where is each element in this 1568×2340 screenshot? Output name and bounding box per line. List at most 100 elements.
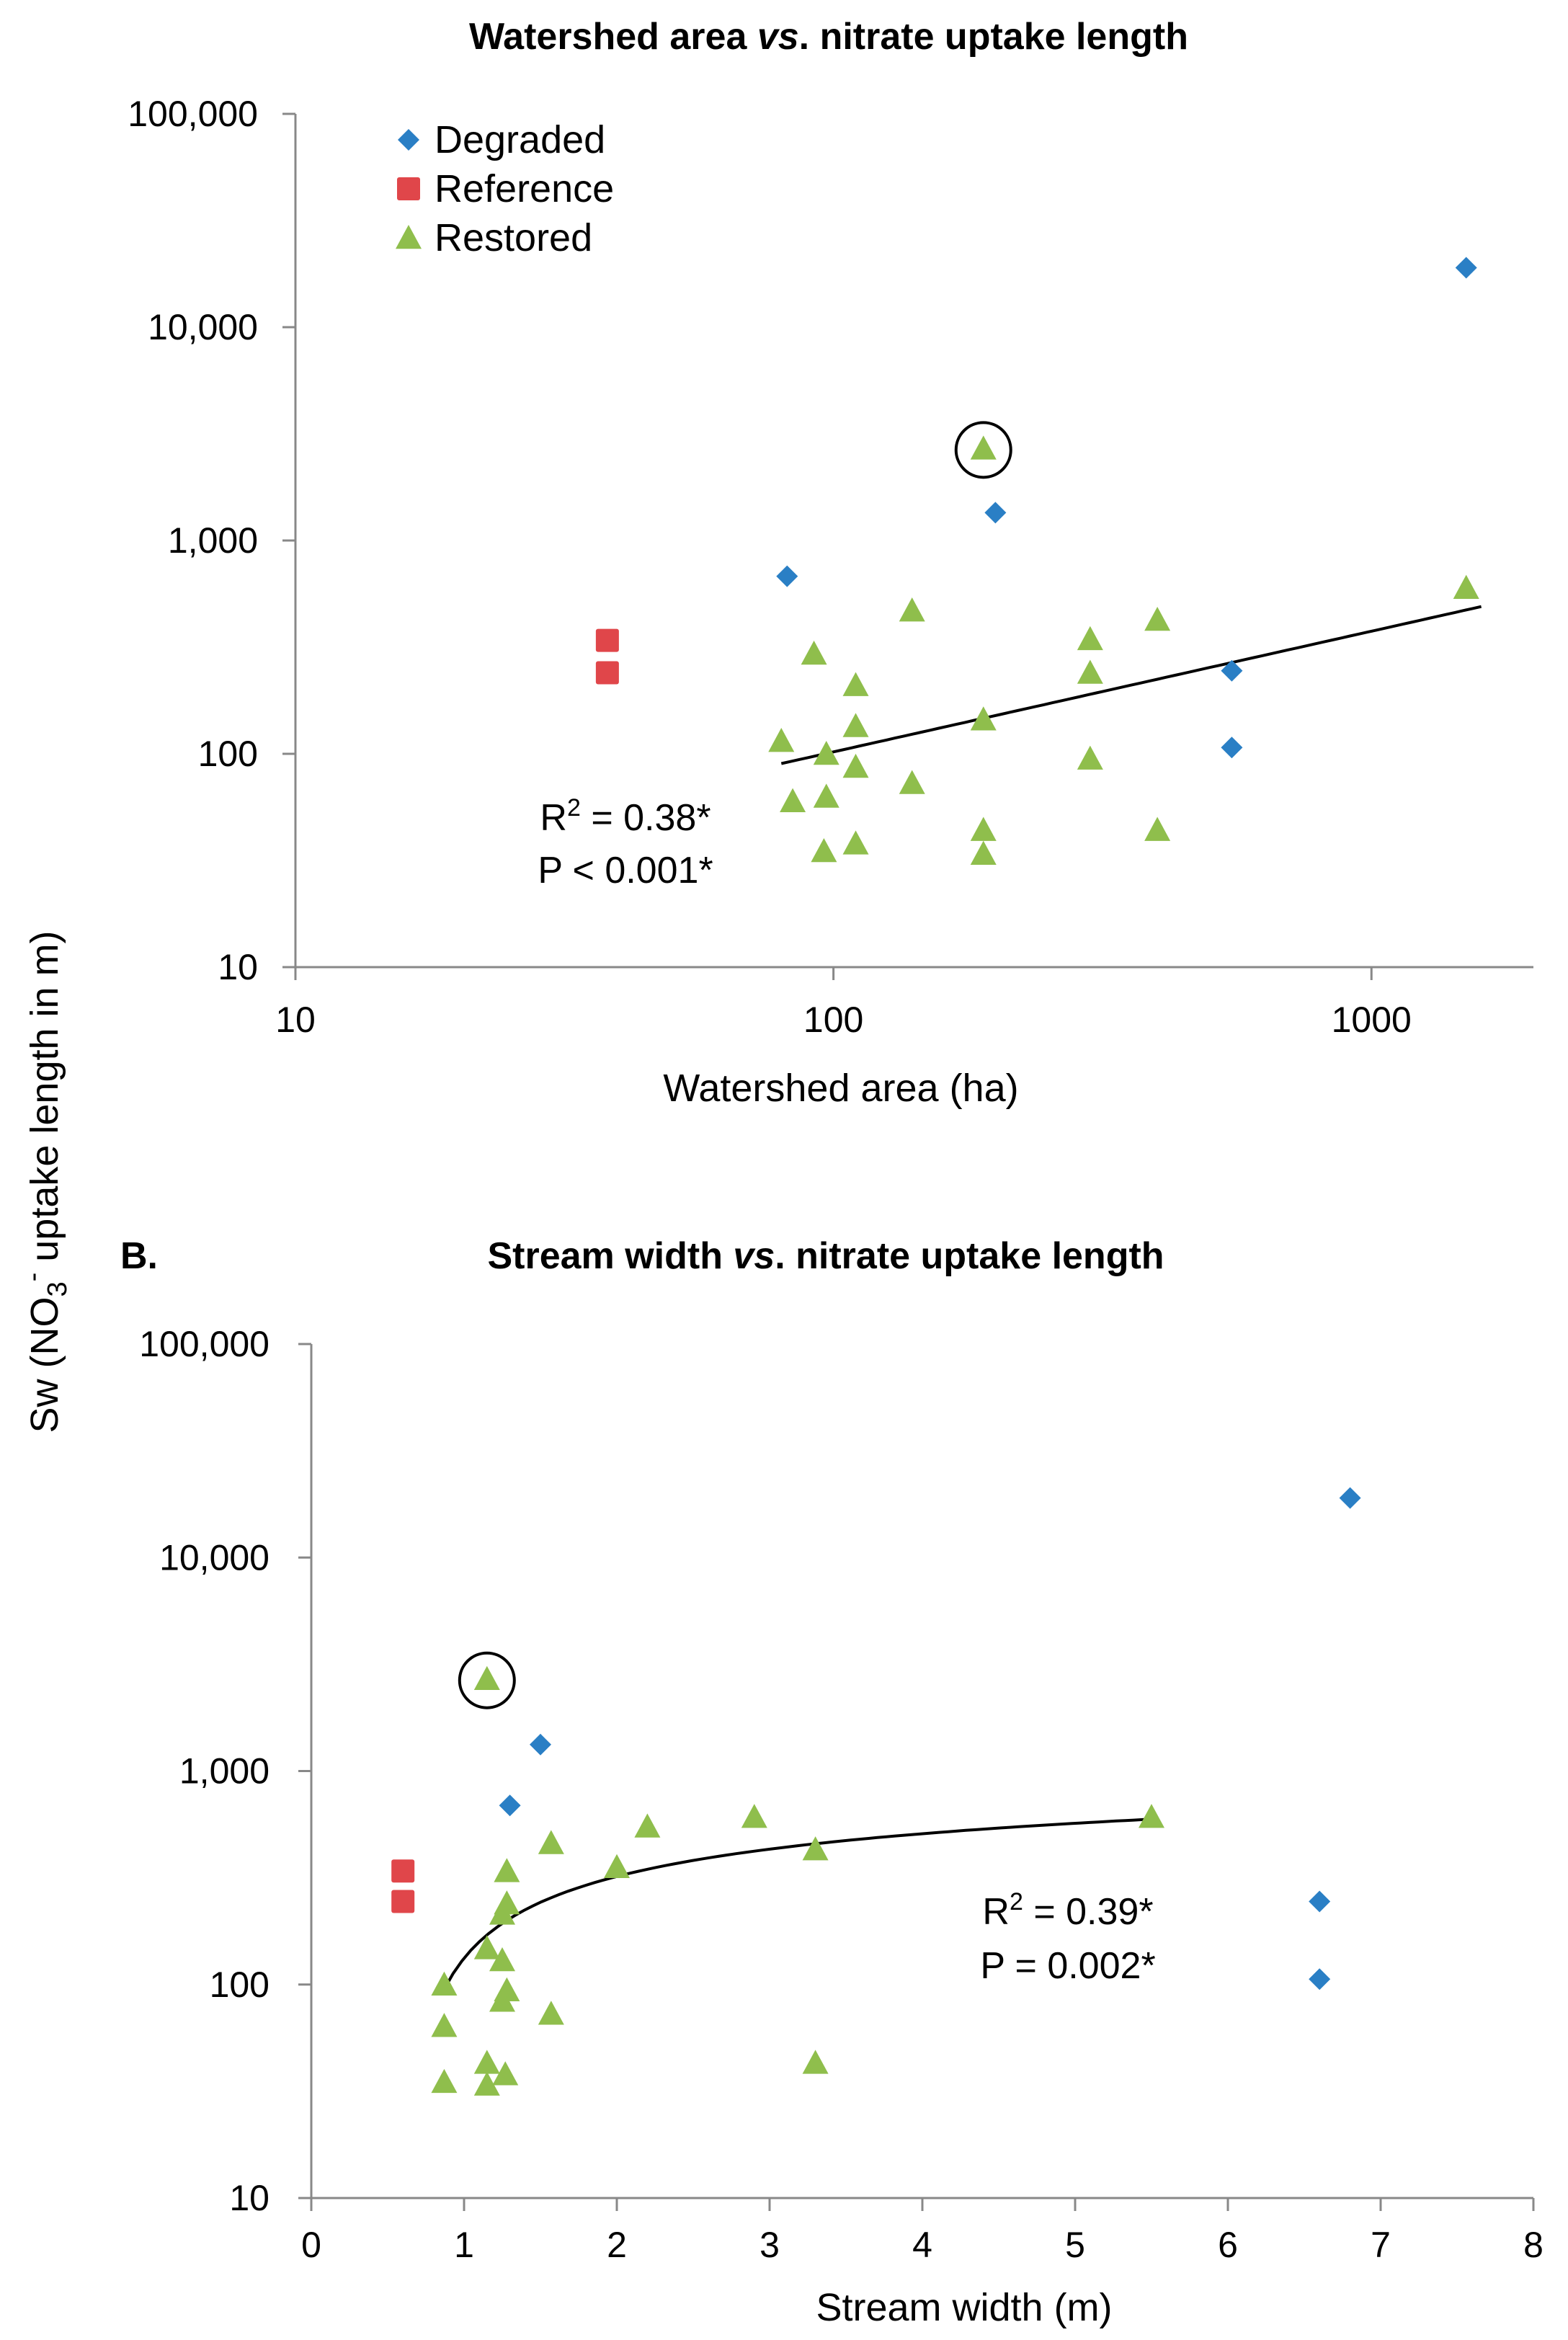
panel-a-x-tick-label: 100 [803, 1000, 863, 1040]
panel-a-y-tick-label: 10,000 [148, 307, 258, 347]
legend-marker-restored [396, 225, 422, 249]
panel-a-y-tick-label: 100,000 [128, 94, 258, 134]
panel-a-title-italic: vs [757, 16, 799, 58]
panel-a-restored-point [813, 783, 839, 808]
panel-b-r2-stat: R2 = 0.39* [982, 1888, 1153, 1933]
panel-b-degraded-point [1309, 1968, 1331, 1990]
shared-y-axis-label: Sw (NO3- uptake length in m) [18, 930, 73, 1433]
panel-b-title-italic: vs [733, 1235, 775, 1277]
panel-b-restored-point [489, 1947, 515, 1972]
panel-a-restored-point [970, 435, 997, 460]
panel-a-title-part3: . nitrate uptake length [799, 16, 1188, 58]
panel-b-x-tick-label: 4 [912, 2225, 932, 2265]
panel-b-y-tick-label: 10 [229, 2178, 270, 2218]
panel-b-trendline-group [442, 1818, 1152, 1990]
panel-b-degraded-point [1339, 1487, 1361, 1509]
panel-b-title: Stream width vs. nitrate uptake length [487, 1235, 1164, 1277]
panel-b-restored-point [604, 1854, 630, 1879]
ylabel-main: Sw (NO [23, 1297, 66, 1433]
ylabel-subscript: 3 [43, 1281, 73, 1296]
panel-b-restored-point [473, 1665, 500, 1691]
panel-a-restored-point [780, 788, 806, 812]
panel-b-restored-point [431, 2013, 458, 2037]
panel-b-reference-point [391, 1859, 415, 1883]
panel-a-y-tick-label: 10 [218, 947, 258, 987]
panel-a-r2-stat: R2 = 0.38* [540, 794, 710, 839]
panel-a-restored-point [842, 672, 869, 696]
panel-a-restored-point [1453, 574, 1479, 599]
panel-b-x-tick-label: 3 [760, 2225, 780, 2265]
panel-b-restored-point [473, 2071, 500, 2096]
panel-a-degraded-point [1221, 659, 1243, 682]
panel-a-degraded-point [984, 502, 1007, 524]
panel-b-x-axis-label: Stream width (m) [816, 2286, 1112, 2329]
panel-a-restored-point [1077, 626, 1103, 651]
panel-a-reference-point [595, 661, 619, 685]
panel-a-x-tick-label: 1000 [1332, 1000, 1412, 1040]
legend-marker-reference [397, 177, 420, 200]
panel-a-title-part1: Watershed area [469, 16, 757, 58]
panel-a-degraded-point [776, 565, 798, 587]
panel-b-y-tick-label: 100,000 [139, 1324, 270, 1364]
panel-a-restored-point [970, 817, 997, 841]
panel-b-y-tick-label: 10,000 [159, 1537, 270, 1578]
panel-a-restored-point [801, 640, 827, 665]
panel-b-x-tick-label: 1 [454, 2225, 474, 2265]
panel-b-p-stat: P = 0.002* [980, 1945, 1155, 1987]
panel-b-restored-point [473, 1935, 500, 1959]
panel-b-restored-point [473, 2050, 500, 2074]
panel-b-restored-point [741, 1804, 767, 1828]
panel-a-reference-point [595, 628, 619, 652]
panel-b-x-tick-label: 0 [301, 2225, 321, 2265]
panel-a-restored-point [899, 597, 925, 622]
panel-b-stream-width: B. Stream width vs. nitrate uptake lengt… [120, 1235, 1544, 2329]
panel-b-points [391, 1487, 1361, 2096]
panel-b-x-tick-label: 7 [1371, 2225, 1391, 2265]
panel-b-restored-point [538, 1830, 564, 1854]
panel-a-y-tick-label: 1,000 [168, 520, 258, 561]
panel-a-degraded-point [1455, 257, 1477, 279]
panel-a-highlight-circle [954, 421, 1012, 479]
panel-a-restored-point [842, 713, 869, 737]
panel-a-restored-point [842, 830, 869, 855]
panel-b-restored-point [802, 1836, 829, 1861]
ylabel-superscript: - [18, 1273, 48, 1282]
panel-b-y-tick-label: 100 [210, 1965, 270, 2005]
panel-a-y-tick-label: 100 [198, 734, 258, 774]
panel-a-points [595, 257, 1479, 865]
legend-label-restored: Restored [435, 216, 592, 259]
panel-b-highlight-circle [458, 1651, 516, 1709]
panel-b-degraded-point [1309, 1890, 1331, 1913]
panel-b-reference-point [391, 1890, 415, 1913]
panel-b-restored-point [431, 2068, 458, 2094]
panel-b-restored-point [494, 1890, 520, 1915]
panel-b-restored-point [634, 1813, 661, 1838]
panel-b-degraded-point [530, 1733, 551, 1756]
panel-a-x-tick-label: 10 [275, 1000, 316, 1040]
panel-a-trendline-group [780, 605, 1482, 765]
panel-b-y-tick-label: 1,000 [179, 1751, 270, 1792]
panel-a-trendline [780, 605, 1482, 765]
panel-a-degraded-point [1221, 737, 1243, 759]
panel-b-x-tick-label: 8 [1523, 2225, 1544, 2265]
panel-b-restored-point [494, 1858, 520, 1882]
panel-a-x-axis-label: Watershed area (ha) [663, 1067, 1018, 1110]
panel-b-restored-point [431, 1971, 458, 1996]
panel-a-restored-point [899, 770, 925, 794]
panel-a-axes: 10 100 1,000 10,000 100,000 10 100 1000 [128, 94, 1533, 1040]
panel-b-trendline [442, 1818, 1152, 1990]
panel-b-title-part1: Stream width [487, 1235, 733, 1277]
panel-b-restored-point [802, 2050, 829, 2074]
panel-a-restored-point [1077, 745, 1103, 770]
ylabel-rest: uptake length in m) [23, 930, 66, 1272]
legend: Degraded Reference Restored [396, 118, 614, 259]
panel-b-x-tick-label: 5 [1065, 2225, 1085, 2265]
panel-a-restored-point [1144, 817, 1171, 841]
panel-a-restored-point [970, 706, 997, 731]
panel-b-title-part3: . nitrate uptake length [775, 1235, 1164, 1277]
panel-a-restored-point [768, 728, 795, 752]
panel-a-watershed-area: Watershed area vs. nitrate uptake length… [128, 16, 1533, 1110]
legend-label-degraded: Degraded [435, 118, 605, 161]
panel-a-restored-point [813, 741, 839, 765]
